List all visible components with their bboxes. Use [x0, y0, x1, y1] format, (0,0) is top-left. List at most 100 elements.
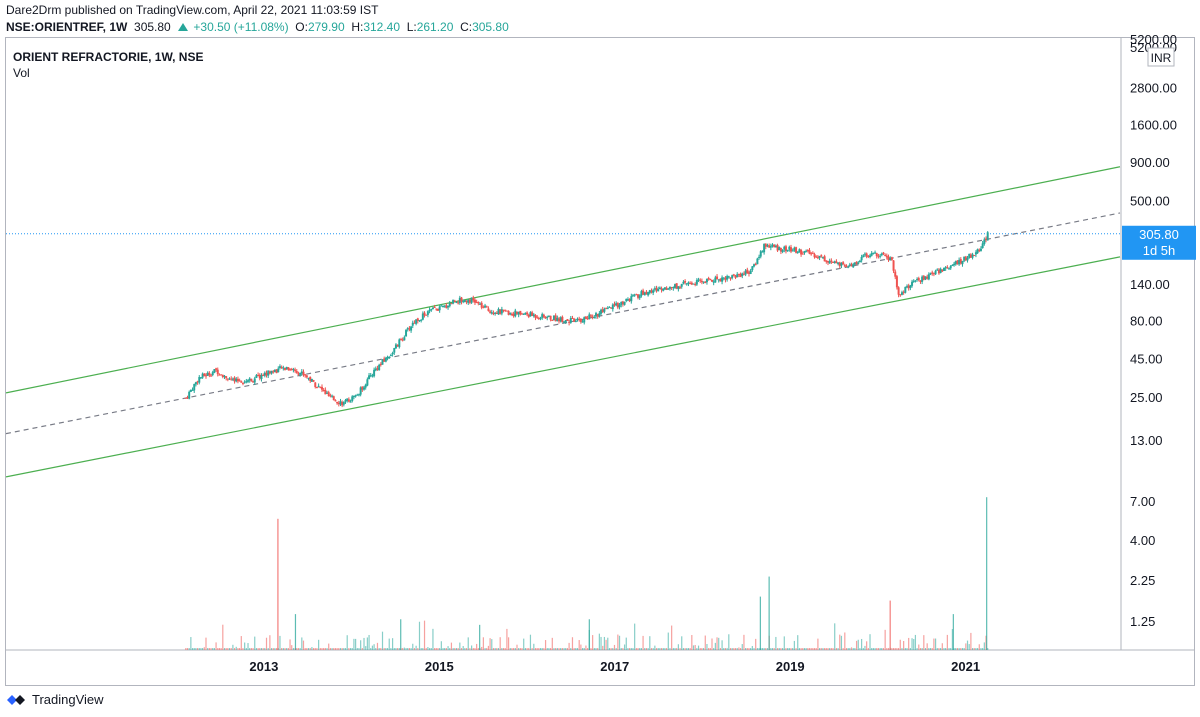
volume-bar — [434, 648, 436, 650]
volume-bar — [805, 648, 807, 650]
candle-body — [569, 318, 572, 323]
volume-bar — [413, 648, 416, 650]
volume-bar — [380, 648, 382, 650]
candle-body — [329, 395, 332, 397]
candle-body — [558, 318, 561, 322]
volume-bar — [402, 648, 404, 650]
volume-bar — [869, 634, 871, 650]
volume-bar — [393, 648, 395, 650]
volume-bar — [662, 648, 664, 650]
volume-bar — [233, 648, 236, 650]
volume-spike-bar — [277, 518, 279, 650]
candle-body — [685, 283, 688, 285]
candle-body — [838, 262, 841, 267]
candle-body — [710, 279, 713, 282]
volume-bar — [321, 648, 323, 650]
volume-bar — [639, 648, 641, 650]
candle-body — [847, 266, 850, 268]
candle-body — [899, 294, 902, 296]
candle-body — [682, 281, 685, 284]
candle-body — [909, 285, 912, 288]
volume-bar — [608, 648, 611, 650]
candle-body — [790, 247, 793, 252]
volume-bar — [928, 648, 930, 650]
candle-body — [280, 367, 283, 369]
volume-bar — [684, 648, 686, 650]
candle-body — [951, 265, 954, 267]
candle-body — [900, 292, 903, 295]
candle-body — [368, 375, 371, 379]
volume-bar — [931, 648, 933, 650]
candle-body — [500, 309, 503, 314]
candle-body — [946, 267, 949, 269]
candle-body — [751, 266, 754, 270]
candle-body — [248, 378, 251, 381]
candle-body — [832, 261, 835, 263]
volume-bar — [750, 648, 752, 650]
candle-body — [191, 389, 194, 391]
volume-bar — [877, 648, 880, 650]
candle-body — [477, 301, 480, 304]
volume-bar — [471, 645, 473, 650]
volume-bar — [746, 648, 748, 650]
volume-bar — [586, 648, 589, 650]
price-tick-label-top: 5200.00 — [1130, 32, 1177, 47]
volume-bar — [210, 648, 212, 650]
volume-bar — [861, 638, 863, 650]
volume-bar — [526, 648, 528, 650]
candle-body — [633, 294, 636, 296]
candle-body — [729, 277, 732, 279]
volume-bar — [472, 648, 474, 650]
candle-body — [764, 243, 767, 247]
volume-bar — [282, 648, 284, 650]
volume-bar — [770, 648, 772, 650]
volume-bar — [857, 639, 859, 650]
volume-bar — [452, 648, 454, 650]
candle-body — [652, 290, 655, 293]
candle-body — [596, 313, 599, 317]
volume-bar — [623, 644, 626, 650]
candle-body — [442, 305, 445, 307]
candle-body — [453, 300, 456, 303]
candle-body — [815, 256, 818, 258]
candle-body — [564, 320, 567, 323]
candle-body — [917, 278, 920, 281]
candle-body — [354, 395, 357, 397]
candle-body — [885, 255, 888, 258]
volume-bar — [432, 628, 434, 650]
candle-body — [786, 249, 789, 252]
candle-body — [650, 290, 653, 293]
chart-canvas[interactable]: 5200.002800.001600.00900.00500.00280.001… — [0, 0, 1200, 690]
volume-bar — [496, 648, 498, 650]
candle-body — [529, 312, 532, 317]
candle-body — [359, 387, 362, 395]
candle-body — [206, 372, 209, 376]
volume-spike-bar — [889, 600, 891, 650]
volume-bar — [242, 648, 244, 650]
candle-body — [589, 315, 592, 317]
candle-body — [631, 294, 634, 296]
candle-body — [942, 267, 945, 271]
volume-bar — [679, 648, 681, 650]
candle-body — [289, 369, 292, 371]
volume-bar — [713, 648, 715, 650]
volume-bar — [551, 637, 553, 650]
candle-body — [726, 276, 729, 280]
chart-frame[interactable] — [5, 37, 1195, 686]
volume-bar — [252, 648, 254, 650]
high-value: 312.40 — [363, 20, 401, 34]
price-tick-label: 140.00 — [1130, 277, 1170, 292]
candles-group — [184, 231, 989, 408]
candle-body — [574, 321, 577, 323]
volume-bar — [973, 648, 975, 650]
volume-bar — [827, 648, 829, 650]
volume-bar — [329, 648, 331, 650]
candle-body — [761, 251, 764, 253]
candle-body — [327, 392, 330, 396]
volume-bar — [457, 648, 459, 650]
volume-bar — [975, 648, 977, 650]
footer-brand[interactable]: TradingView — [6, 692, 104, 707]
candle-body — [857, 262, 860, 264]
candle-body — [369, 375, 372, 377]
candle-body — [660, 288, 663, 291]
